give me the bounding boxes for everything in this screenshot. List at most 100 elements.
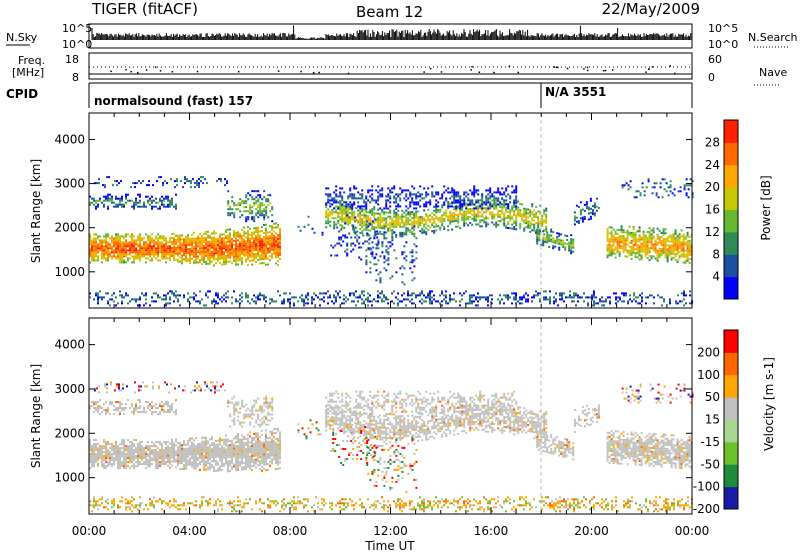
- power-cell: [654, 251, 657, 254]
- power-cell: [225, 251, 227, 253]
- power-cell: [225, 241, 227, 243]
- power-cell: [281, 302, 283, 305]
- power-cell: [194, 186, 196, 189]
- power-cell: [369, 294, 371, 297]
- velocity-cell: [93, 445, 95, 448]
- power-cell: [89, 203, 91, 206]
- power-cell: [668, 250, 671, 253]
- power-cell: [397, 219, 400, 222]
- power-cell: [377, 203, 380, 206]
- power-cell: [616, 236, 619, 239]
- power-cell: [481, 213, 484, 216]
- power-cell: [105, 253, 107, 256]
- power-cell: [399, 205, 402, 208]
- power-cell: [165, 255, 167, 258]
- power-cell: [489, 207, 492, 210]
- power-cell: [415, 193, 418, 196]
- power-cell: [499, 294, 501, 297]
- power-cell: [609, 302, 611, 305]
- power-cell: [569, 290, 571, 293]
- power-cell: [489, 294, 491, 297]
- power-cell: [211, 236, 213, 239]
- power-cell: [345, 219, 348, 222]
- power-cell: [97, 245, 99, 248]
- power-cell: [195, 239, 197, 242]
- power-cell: [139, 257, 141, 260]
- power-cell: [413, 201, 416, 204]
- power-cell: [261, 210, 264, 213]
- power-cell: [111, 247, 113, 250]
- power-cell: [109, 197, 111, 200]
- power-cell: [349, 187, 352, 190]
- power-cell: [615, 296, 617, 299]
- power-cell: [379, 193, 382, 196]
- power-cell: [589, 207, 592, 210]
- power-cell: [357, 213, 360, 216]
- power-cell: [573, 223, 576, 226]
- power-cell: [429, 203, 432, 206]
- power-cell: [461, 208, 464, 211]
- power-cell: [620, 235, 623, 238]
- power-cell: [517, 208, 520, 211]
- power-cell: [259, 206, 262, 209]
- power-cell: [111, 241, 113, 244]
- power-cell: [353, 185, 356, 188]
- power-cell: [207, 246, 209, 249]
- power-cell: [543, 211, 546, 214]
- power-cell: [626, 237, 629, 240]
- power-cell: [616, 246, 619, 249]
- power-cell: [231, 254, 233, 257]
- power-cell: [441, 206, 444, 209]
- power-cell: [653, 182, 656, 185]
- power-cell: [615, 292, 617, 295]
- power-cell: [273, 246, 275, 249]
- power-cell: [117, 253, 119, 256]
- power-cell: [261, 204, 264, 207]
- power-cell: [145, 247, 147, 250]
- power-cell: [429, 226, 432, 229]
- power-cell: [89, 261, 91, 264]
- power-cell: [411, 298, 413, 301]
- power-cell: [344, 250, 347, 253]
- power-cell: [387, 223, 390, 226]
- power-cell: [465, 195, 468, 198]
- power-cell: [401, 251, 404, 254]
- power-cell: [650, 239, 653, 242]
- power-cell: [131, 205, 133, 208]
- power-cell: [650, 233, 653, 236]
- power-cell: [393, 185, 396, 188]
- power-cell: [361, 208, 364, 211]
- power-cell: [630, 233, 633, 236]
- power-cell: [407, 229, 410, 232]
- freq-point: [586, 69, 589, 72]
- power-cell: [277, 252, 279, 255]
- power-cell: [97, 243, 99, 246]
- power-cell: [361, 195, 364, 198]
- power-cell: [441, 300, 443, 303]
- power-cell: [267, 263, 269, 266]
- power-cell: [447, 187, 450, 190]
- power-cell: [655, 182, 658, 185]
- power-cell: [103, 296, 105, 299]
- freq-left-tick-bottom: 8: [72, 71, 79, 84]
- power-cell: [257, 242, 259, 245]
- power-cell: [624, 237, 627, 240]
- power-cell: [593, 206, 596, 209]
- power-cell: [674, 239, 677, 241]
- power-cell: [683, 294, 685, 297]
- power-cell: [477, 304, 479, 307]
- power-cell: [351, 193, 354, 196]
- power-cell: [139, 255, 141, 258]
- power-cell: [227, 256, 229, 259]
- power-cell: [343, 208, 346, 211]
- power-cell: [368, 222, 371, 225]
- power-cell: [658, 239, 661, 242]
- power-cell: [167, 197, 169, 200]
- power-cell: [485, 209, 488, 212]
- power-cell: [149, 197, 151, 200]
- power-cell: [646, 251, 649, 253]
- power-cell: [107, 302, 109, 305]
- power-cell: [257, 238, 259, 241]
- power-cell: [583, 209, 586, 212]
- power-cell: [141, 205, 143, 208]
